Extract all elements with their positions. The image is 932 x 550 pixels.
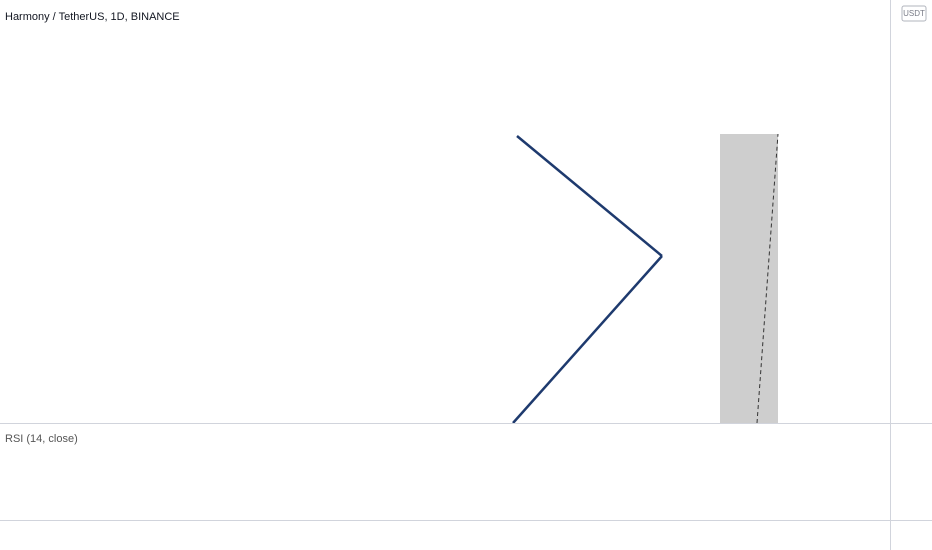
chart-title: Harmony / TetherUS, 1D, BINANCE (5, 11, 180, 23)
triangle-line (512, 255, 663, 424)
currency-box[interactable] (901, 5, 927, 22)
fib-trend-line (756, 133, 779, 424)
fib-box (720, 134, 778, 423)
currency: USDT (903, 9, 925, 18)
rsi-title: RSI (14, close) (5, 433, 78, 445)
triangle-line (516, 135, 663, 257)
